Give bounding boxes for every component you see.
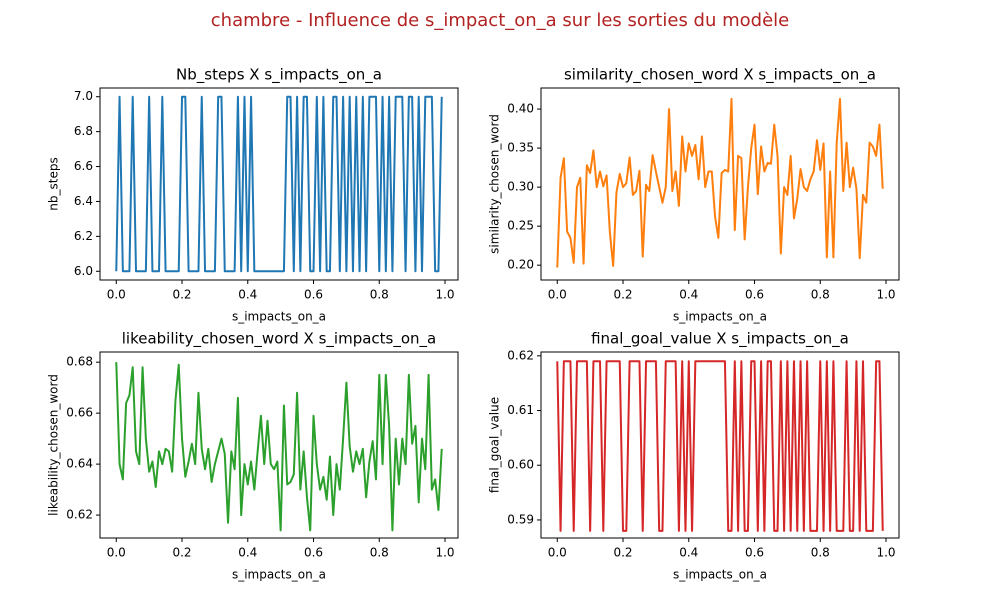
y-tick-label: 0.60 — [507, 458, 534, 472]
y-tick-label: 0.59 — [507, 512, 534, 526]
x-tick-label: 1.0 — [435, 546, 454, 560]
x-tick-label: 1.0 — [876, 288, 895, 302]
x-tick-label: 0.8 — [811, 546, 830, 560]
x-tick-label: 0.4 — [679, 546, 698, 560]
y-axis-label: final_goal_value — [488, 397, 502, 493]
y-tick-label: 6.0 — [74, 264, 93, 278]
y-tick-label: 0.20 — [507, 258, 534, 272]
y-tick-label: 7.0 — [74, 89, 93, 103]
y-tick-label: 6.8 — [74, 124, 93, 138]
axes-frame — [99, 351, 459, 539]
axes-frame — [540, 351, 900, 539]
data-line — [556, 97, 884, 268]
subplot-title: final_goal_value X s_impacts_on_a — [591, 330, 849, 349]
x-tick-label: 0.4 — [238, 546, 257, 560]
x-tick-label: 0.6 — [745, 546, 764, 560]
y-tick-label: 0.30 — [507, 180, 534, 194]
x-tick-label: 0.4 — [238, 288, 257, 302]
x-tick-label: 0.2 — [613, 546, 632, 560]
y-tick-label: 0.64 — [66, 457, 93, 471]
x-tick-label: 0.8 — [370, 546, 389, 560]
x-tick-label: 0.0 — [107, 546, 126, 560]
y-tick-label: 0.25 — [507, 219, 534, 233]
x-tick-label: 1.0 — [435, 288, 454, 302]
x-axis-label: s_impacts_on_a — [232, 568, 326, 582]
x-tick-label: 0.0 — [548, 546, 567, 560]
x-axis-label: s_impacts_on_a — [673, 310, 767, 324]
y-tick-label: 0.62 — [66, 508, 93, 522]
x-tick-label: 0.2 — [613, 288, 632, 302]
y-axis-label: likeability_chosen_word — [47, 374, 61, 516]
y-axis-label: nb_steps — [47, 157, 61, 210]
y-tick-label: 6.2 — [74, 229, 93, 243]
x-tick-label: 0.6 — [304, 288, 323, 302]
y-tick-label: 0.68 — [66, 355, 93, 369]
data-line — [115, 95, 443, 273]
x-tick-label: 0.6 — [304, 546, 323, 560]
y-tick-label: 0.66 — [66, 406, 93, 420]
y-axis-label: similarity_chosen_word — [488, 114, 502, 254]
x-axis-label: s_impacts_on_a — [232, 310, 326, 324]
figure-title: chambre - Influence de s_impact_on_a sur… — [211, 10, 789, 31]
x-tick-label: 0.6 — [745, 288, 764, 302]
subplot-title: likeability_chosen_word X s_impacts_on_a — [122, 330, 436, 349]
axes-frame — [99, 87, 459, 281]
subplot-title: similarity_chosen_word X s_impacts_on_a — [564, 66, 876, 85]
x-tick-label: 0.0 — [107, 288, 126, 302]
y-tick-label: 0.62 — [507, 348, 534, 362]
x-tick-label: 0.2 — [172, 546, 191, 560]
y-tick-label: 0.35 — [507, 141, 534, 155]
x-tick-label: 0.8 — [370, 288, 389, 302]
x-tick-label: 0.8 — [811, 288, 830, 302]
x-tick-label: 1.0 — [876, 546, 895, 560]
data-line — [556, 360, 884, 532]
y-tick-label: 0.40 — [507, 102, 534, 116]
y-tick-label: 6.6 — [74, 159, 93, 173]
subplot-title: Nb_steps X s_impacts_on_a — [176, 66, 382, 85]
y-tick-label: 0.61 — [507, 403, 534, 417]
y-tick-label: 6.4 — [74, 194, 93, 208]
x-tick-label: 0.4 — [679, 288, 698, 302]
data-line — [115, 362, 443, 532]
x-tick-label: 0.0 — [548, 288, 567, 302]
x-axis-label: s_impacts_on_a — [673, 568, 767, 582]
axes-frame — [540, 87, 900, 281]
x-tick-label: 0.2 — [172, 288, 191, 302]
